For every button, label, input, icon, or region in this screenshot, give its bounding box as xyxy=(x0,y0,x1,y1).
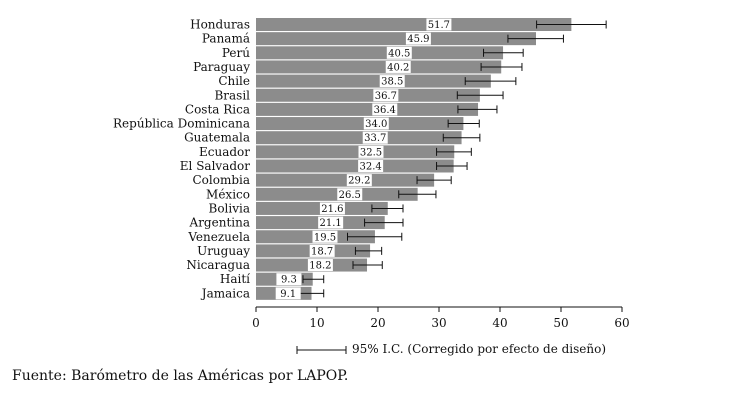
value-label-box xyxy=(386,46,412,59)
value-label-box xyxy=(337,188,363,201)
bar xyxy=(256,117,464,131)
value-label-box xyxy=(309,244,335,257)
value-label-box xyxy=(385,60,411,73)
category-label: Panamá xyxy=(202,32,250,46)
x-tick-label: 30 xyxy=(431,316,446,330)
value-label-box xyxy=(312,230,338,243)
x-tick-label: 0 xyxy=(252,316,260,330)
bar xyxy=(256,145,455,159)
value-label-box xyxy=(379,75,405,88)
value-label: 21.1 xyxy=(320,218,342,229)
value-label: 32.5 xyxy=(360,147,382,158)
value-label-box xyxy=(358,160,384,172)
source-note: Fuente: Barómetro de las Américas por LA… xyxy=(12,368,349,384)
bar xyxy=(256,173,435,187)
category-label: Uruguay xyxy=(197,244,250,258)
bar xyxy=(256,74,491,88)
bar xyxy=(256,18,572,31)
value-label: 40.5 xyxy=(388,48,410,59)
bar xyxy=(256,60,502,74)
value-label: 26.5 xyxy=(339,190,361,201)
category-label: Honduras xyxy=(190,18,250,32)
x-ticks-layer: 0 10 20 30 40 50 60 xyxy=(252,307,630,330)
value-label: 36.4 xyxy=(374,105,396,116)
value-label-box xyxy=(362,131,388,144)
value-label-box xyxy=(426,18,452,31)
category-label: Guatemala xyxy=(184,131,250,145)
value-label: 40.2 xyxy=(387,62,409,73)
value-label: 9.1 xyxy=(280,289,296,300)
category-label: Paraguay xyxy=(193,60,250,74)
category-label: Ecuador xyxy=(199,145,250,159)
category-label: República Dominicana xyxy=(113,117,250,131)
value-label: 36.7 xyxy=(375,91,397,102)
x-tick-label: 20 xyxy=(370,316,385,330)
category-labels-layer: HondurasPanamáPerúParaguayChileBrasilCos… xyxy=(113,18,250,301)
bar xyxy=(256,131,462,145)
category-label: Venezuela xyxy=(187,230,250,244)
category-label: El Salvador xyxy=(180,159,250,173)
value-label-box xyxy=(372,103,398,116)
value-label: 19.5 xyxy=(314,232,336,243)
category-label: México xyxy=(206,187,250,201)
bar xyxy=(256,102,479,116)
bars-layer xyxy=(256,18,572,300)
category-label: Colombia xyxy=(192,173,250,187)
error-bars-layer xyxy=(299,20,607,298)
x-tick-label: 60 xyxy=(614,316,629,330)
legend-label: 95% I.C. (Corregido por efecto de diseño… xyxy=(352,342,607,356)
value-label-box xyxy=(363,117,389,130)
value-label-box xyxy=(319,202,345,215)
bar xyxy=(256,46,504,60)
value-label-box xyxy=(275,287,301,300)
x-tick-label: 50 xyxy=(553,316,568,330)
value-label-box xyxy=(358,145,384,158)
category-label: Bolivia xyxy=(209,201,251,215)
bar xyxy=(256,88,480,102)
value-label: 33.7 xyxy=(364,133,386,144)
bar xyxy=(256,187,418,201)
value-label-box xyxy=(346,174,372,187)
value-label: 45.9 xyxy=(407,34,429,45)
value-label: 18.2 xyxy=(309,261,331,272)
category-label: Perú xyxy=(222,46,250,60)
value-label: 21.6 xyxy=(321,204,343,215)
x-tick-label: 10 xyxy=(309,316,324,330)
value-label-box xyxy=(405,32,431,45)
x-tick-label: 40 xyxy=(492,316,507,330)
value-label-box xyxy=(307,259,333,272)
value-label: 34.0 xyxy=(365,119,387,130)
value-label-box xyxy=(373,89,399,102)
value-label: 29.2 xyxy=(348,176,370,187)
value-label-box xyxy=(318,216,344,229)
bar xyxy=(256,32,536,46)
category-label: Nicaragua xyxy=(186,258,250,272)
bar xyxy=(256,159,454,173)
category-label: Chile xyxy=(218,74,250,88)
value-label-box xyxy=(276,273,302,286)
category-label: Haití xyxy=(220,272,250,286)
value-labels-layer: 51.7 45.9 40.5 40.2 38.5 36.7 36.4 34.0 33.7 32.5… xyxy=(275,18,452,300)
value-label: 9.3 xyxy=(281,275,297,286)
category-label: Jamaica xyxy=(200,286,250,300)
category-label: Costa Rica xyxy=(185,102,250,116)
value-label: 32.4 xyxy=(359,162,381,173)
value-label: 51.7 xyxy=(428,20,450,31)
value-label: 18.7 xyxy=(311,246,333,257)
value-label: 38.5 xyxy=(381,77,403,88)
category-label: Argentina xyxy=(189,216,250,230)
category-label: Brasil xyxy=(214,88,250,102)
